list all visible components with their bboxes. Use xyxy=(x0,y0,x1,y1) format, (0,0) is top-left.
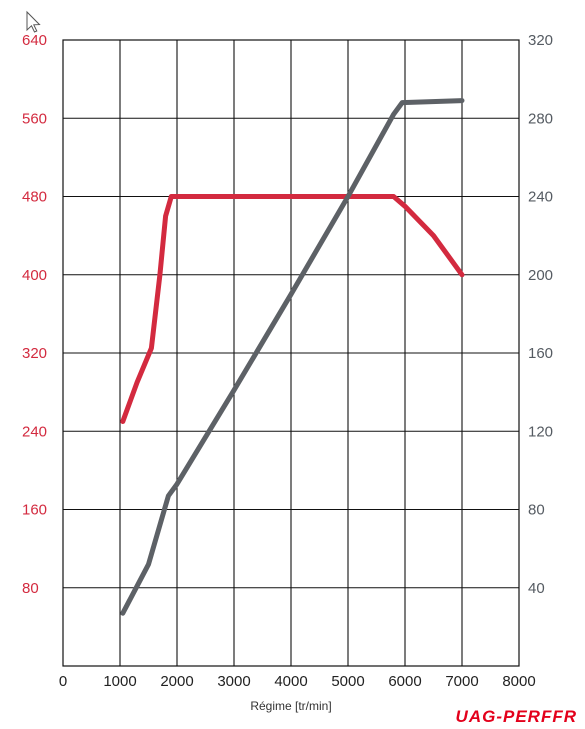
y-left-tick-label: 80 xyxy=(22,580,39,597)
x-tick-label: 4000 xyxy=(274,673,307,690)
series-line-left-axis xyxy=(120,194,465,424)
y-left-tick-label: 400 xyxy=(22,267,47,284)
x-tick-label: 3000 xyxy=(217,673,250,690)
cursor-arrow-icon xyxy=(26,10,41,33)
series-line-right-axis xyxy=(120,98,465,616)
y-left-tick-label: 640 xyxy=(22,32,47,49)
x-tick-label: 8000 xyxy=(502,673,535,690)
x-tick-label: 2000 xyxy=(160,673,193,690)
x-axis-title: Régime [tr/min] xyxy=(250,699,331,713)
x-tick-label: 6000 xyxy=(388,673,421,690)
x-tick-label: 5000 xyxy=(331,673,364,690)
y-right-tick-label: 80 xyxy=(528,502,545,519)
y-right-tick-label: 200 xyxy=(528,267,553,284)
y-right-tick-label: 320 xyxy=(528,32,553,49)
y-right-tick-label: 40 xyxy=(528,580,545,597)
x-tick-label: 7000 xyxy=(445,673,478,690)
y-left-tick-label: 480 xyxy=(22,189,47,206)
chart-grid xyxy=(62,39,520,667)
ticks-layer: 80 160 240 320 400 480 560 640 40 80 120 160 200 240 2… xyxy=(22,32,553,690)
y-left-tick-label: 160 xyxy=(22,502,47,519)
y-right-tick-label: 240 xyxy=(528,189,553,206)
x-tick-label: 1000 xyxy=(103,673,136,690)
y-left-tick-label: 240 xyxy=(22,423,47,440)
y-right-tick-label: 280 xyxy=(528,110,553,127)
y-right-tick-label: 160 xyxy=(528,345,553,362)
x-tick-label: 0 xyxy=(59,673,67,690)
y-left-tick-label: 560 xyxy=(22,110,47,127)
watermark-logo: UAG-PERFFR xyxy=(456,707,577,726)
y-right-tick-label: 120 xyxy=(528,423,553,440)
y-left-tick-label: 320 xyxy=(22,345,47,362)
series-layer xyxy=(120,98,465,616)
